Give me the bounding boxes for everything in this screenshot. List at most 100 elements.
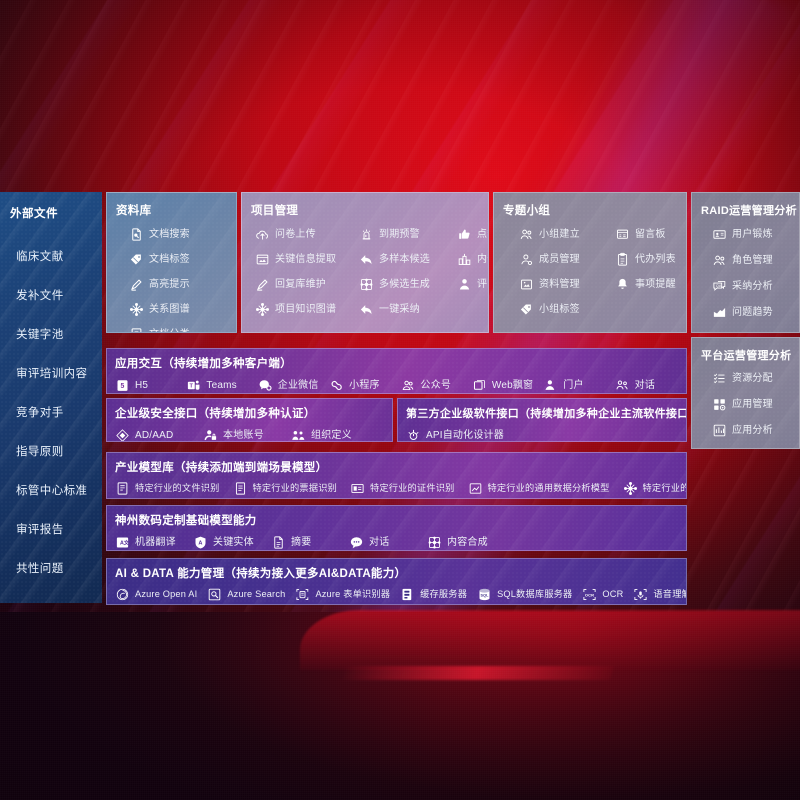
plat-item-app-analysis[interactable]: 应用分析: [712, 423, 799, 438]
ai-label-ocr: OCR: [602, 589, 624, 600]
kb-item-document-tag[interactable]: 文档标签: [129, 252, 236, 267]
svg-text:T: T: [190, 384, 194, 390]
raid-item-user-training[interactable]: 用户锻炼: [712, 227, 799, 242]
plat-label-app-analysis: 应用分析: [732, 425, 773, 436]
sec-item-organization-definition[interactable]: 组织定义: [291, 428, 379, 441]
proj-item-reviewer-portrait[interactable]: 评审员画像: [457, 277, 488, 292]
base-item-key-entity[interactable]: A 关键实体: [193, 535, 271, 550]
ai-item-azure-search[interactable]: Azure Search: [207, 587, 285, 602]
sec-item-local-account[interactable]: 本地账号: [203, 428, 291, 441]
project-management-item-grid: 问卷上传 到期预警 点赞感谢 关键信息提取 多样本候选: [251, 227, 488, 317]
sql-database-icon: SQL: [477, 587, 492, 602]
sidebar-item-common-issues[interactable]: 共性问题: [16, 563, 64, 575]
ai-item-speech-understanding[interactable]: 语音理解: [633, 587, 686, 602]
panel-industry-model-library-inner: 产业模型库（持续添加端到端场景模型） 特定行业的文件识别 特定行业的票据识别 特…: [107, 453, 686, 498]
platform-item-grid: 资源分配 应用管理 应用分析: [701, 371, 799, 438]
group-item-create-group[interactable]: 小组建立: [519, 227, 615, 242]
model-item-invoice-recognition[interactable]: 特定行业的票据识别: [233, 481, 338, 496]
api-gear-icon: [406, 428, 421, 441]
group-item-group-tag[interactable]: 小组标签: [519, 302, 615, 317]
group-item-member-management[interactable]: 成员管理: [519, 252, 615, 267]
proj-item-internal-expert-rank[interactable]: 内部专家排名: [457, 252, 488, 267]
kb-item-document-search[interactable]: 文档搜索: [129, 227, 236, 242]
panel-project-management-inner: 项目管理 问卷上传 到期预警 点赞感谢 关键信息提取: [242, 193, 488, 332]
model-item-id-recognition[interactable]: 特定行业的证件识别: [350, 481, 455, 496]
proj-item-project-knowledge-graph[interactable]: 项目知识图谱: [255, 302, 359, 317]
group-label-material-management: 资料管理: [539, 279, 580, 290]
ai-item-sql-database-server[interactable]: SQL SQL数据库服务器: [477, 587, 572, 602]
group-item-message-board[interactable]: 留言板: [615, 227, 686, 242]
group-item-event-reminder[interactable]: 事项提醒: [615, 277, 686, 292]
model-item-data-analysis[interactable]: 特定行业的通用数据分析模型: [468, 481, 610, 496]
group-item-material-management[interactable]: 资料管理: [519, 277, 615, 292]
panel-title-raid-analysis: RAID运营管理分析: [701, 205, 797, 217]
interact-label-web-popup: Web飘窗: [491, 380, 534, 391]
proj-item-expiry-alert[interactable]: 到期预警: [359, 227, 457, 242]
interact-item-miniprogram[interactable]: 小程序: [329, 378, 400, 393]
sidebar-item-review-training[interactable]: 审评培训内容: [16, 368, 88, 380]
group-label-create-group: 小组建立: [539, 229, 580, 240]
proj-item-questionnaire-upload[interactable]: 问卷上传: [255, 227, 359, 242]
cloud-upload-icon: [255, 227, 270, 242]
chat-bubble-icon: [349, 535, 364, 550]
ai-item-azure-form-recognizer[interactable]: Azure 表单识别器: [295, 587, 390, 602]
openai-spiral-icon: [115, 587, 130, 602]
model-item-file-recognition[interactable]: 特定行业的文件识别: [115, 481, 220, 496]
plat-item-app-management[interactable]: 应用管理: [712, 397, 799, 412]
sidebar-item-review-report[interactable]: 审评报告: [16, 524, 64, 536]
interact-label-teams: Teams: [206, 380, 237, 391]
proj-label-expiry-alert: 到期预警: [379, 229, 420, 240]
interact-item-h5[interactable]: 5 H5: [115, 378, 186, 393]
sidebar-item-standards-center[interactable]: 标管中心标准: [16, 485, 88, 497]
interact-item-official-account[interactable]: 公众号: [401, 378, 472, 393]
interact-item-wecom[interactable]: 企业微信: [258, 378, 329, 393]
proj-item-multi-candidate-generate[interactable]: 多候选生成: [359, 277, 457, 292]
interact-label-h5: H5: [135, 380, 149, 391]
proj-item-one-click-adopt[interactable]: 一键采纳: [359, 302, 457, 317]
sidebar-item-guidelines[interactable]: 指导原则: [16, 446, 64, 458]
base-item-summary[interactable]: 摘要: [271, 535, 349, 550]
topic-group-item-grid: 小组建立 留言板 成员管理 代办列表 资料管理: [503, 227, 686, 317]
base-item-content-synthesis[interactable]: 内容合成: [427, 535, 505, 550]
proj-item-like-thanks[interactable]: 点赞感谢: [457, 227, 488, 242]
kb-item-relation-graph[interactable]: 关系图谱: [129, 302, 236, 317]
sec-item-ad-aad[interactable]: AD/AAD: [115, 428, 203, 441]
sidebar-item-keyword-pool[interactable]: 关键字池: [16, 329, 64, 341]
interact-item-teams[interactable]: T Teams: [186, 378, 257, 393]
plat-label-resource-allocation: 资源分配: [732, 373, 773, 384]
group-item-todo-list[interactable]: 代办列表: [615, 252, 686, 267]
people-group-icon: [712, 253, 727, 268]
interact-item-portal[interactable]: 门户: [543, 378, 614, 393]
ai-item-cache-server[interactable]: 缓存服务器: [400, 587, 467, 602]
ai-item-azure-open-ai[interactable]: Azure Open AI: [115, 587, 197, 602]
sidebar-item-competitors[interactable]: 竞争对手: [16, 407, 64, 419]
kb-item-document-category[interactable]: 文档分类: [129, 327, 236, 332]
interact-item-dialog[interactable]: 对话: [615, 378, 686, 393]
grid-nodes-icon: [427, 535, 442, 550]
model-item-knowledge-graph[interactable]: 特定行业的通用知识图谱模型: [623, 481, 686, 496]
sidebar-title: 外部文件: [10, 208, 58, 220]
kb-item-highlight-hint[interactable]: 高亮提示: [129, 277, 236, 292]
proj-item-multi-sample-candidate[interactable]: 多样本候选: [359, 252, 457, 267]
ocr-icon: OCR: [582, 587, 597, 602]
plat-item-resource-allocation[interactable]: 资源分配: [712, 371, 799, 386]
proj-item-reply-library-maintain[interactable]: 回复库维护: [255, 277, 359, 292]
third-item-api-designer[interactable]: API自动化设计器: [406, 428, 546, 441]
panel-title-knowledge-base: 资料库: [116, 205, 152, 217]
ai-item-ocr[interactable]: OCR OCR: [582, 587, 623, 602]
raid-item-role-management[interactable]: 角色管理: [712, 253, 799, 268]
industry-model-item-row: 特定行业的文件识别 特定行业的票据识别 特定行业的证件识别 特定行业的通用数据分…: [115, 481, 686, 496]
grid-nodes-icon: [359, 277, 374, 292]
panel-third-party-interface-inner: 第三方企业级软件接口（持续增加多种企业主流软件接口） API自动化设计器: [398, 399, 686, 441]
sidebar-item-supplement-docs[interactable]: 发补文件: [16, 290, 64, 302]
panel-app-interaction: 应用交互（持续增加多种客户端） 5 H5 T Teams 企业微信 小程序: [106, 348, 687, 394]
raid-item-adoption-analysis[interactable]: QA 采纳分析: [712, 279, 799, 294]
base-item-dialog[interactable]: 对话: [349, 535, 427, 550]
raid-item-issue-trend[interactable]: 问题趋势: [712, 305, 799, 320]
proj-item-key-info-extraction[interactable]: 关键信息提取: [255, 252, 359, 267]
interact-item-web-popup[interactable]: Web飘窗: [472, 378, 543, 393]
app-grid-gear-icon: [712, 397, 727, 412]
sidebar-item-clinical-literature[interactable]: 临床文献: [16, 251, 64, 263]
